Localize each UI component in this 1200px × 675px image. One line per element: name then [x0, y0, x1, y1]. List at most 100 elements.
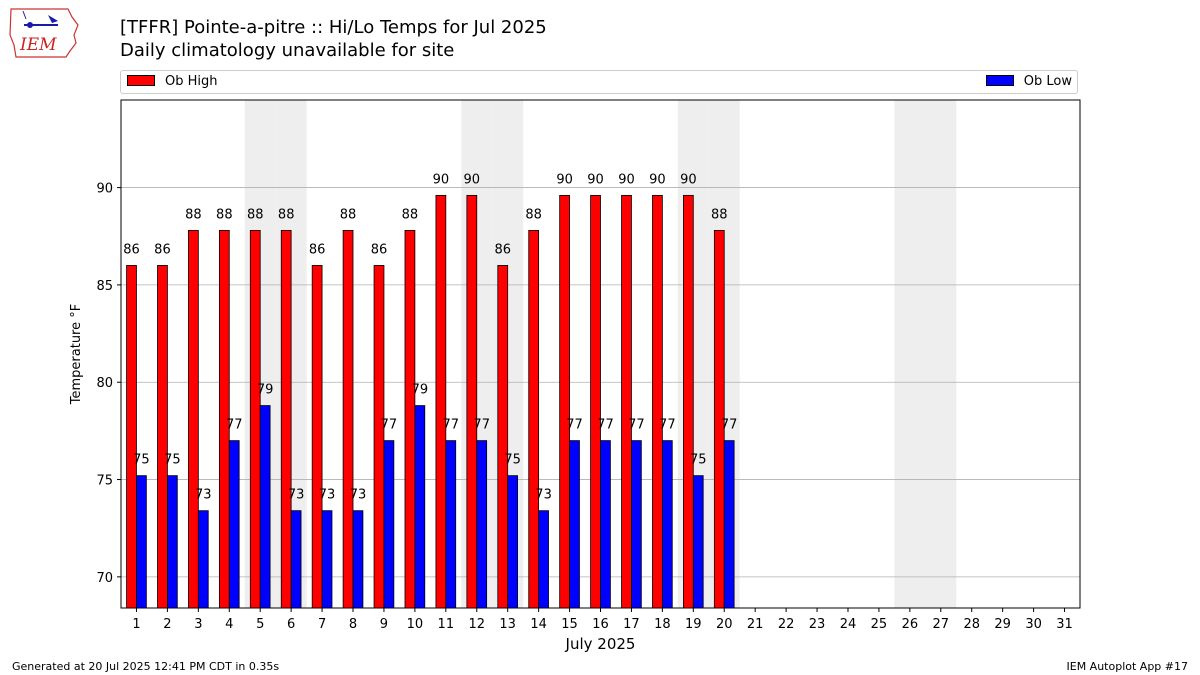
x-tick-label: 16: [592, 617, 609, 632]
x-tick-label: 4: [225, 617, 233, 632]
x-tick-label: 9: [380, 617, 388, 632]
x-tick-label: 7: [318, 617, 326, 632]
data-label-high: 90: [587, 172, 604, 187]
x-tick-label: 23: [809, 617, 826, 632]
data-label-low: 77: [659, 418, 676, 433]
bar-high: [435, 194, 447, 609]
data-label-high: 88: [340, 207, 357, 222]
x-tick-label: 31: [1056, 617, 1073, 632]
iem-logo: IEM: [9, 8, 79, 58]
data-label-high: 90: [433, 172, 450, 187]
y-tick-label: 90: [96, 182, 113, 197]
y-tick-label: 85: [96, 279, 113, 294]
data-label-low: 77: [566, 418, 583, 433]
x-tick-label: 22: [778, 617, 795, 632]
bar-low: [197, 510, 209, 609]
legend-label-low: Ob Low: [1023, 74, 1072, 89]
bar-low: [476, 440, 488, 609]
bar-high: [404, 230, 416, 609]
y-tick-label: 75: [96, 474, 113, 489]
bar-high: [249, 230, 261, 609]
bar-high: [590, 194, 601, 609]
data-label-low: 77: [628, 418, 645, 433]
data-label-high: 88: [525, 207, 542, 222]
data-label-high: 88: [278, 207, 295, 222]
legend-swatch-low: [985, 75, 1014, 86]
bar-low: [167, 475, 178, 609]
x-tick-label: 17: [623, 617, 640, 632]
x-tick-label: 15: [561, 617, 578, 632]
x-tick-label: 26: [902, 617, 919, 632]
data-label-high: 86: [123, 242, 140, 257]
data-label-low: 75: [504, 453, 521, 468]
bar-low: [414, 405, 426, 609]
bar-high: [497, 265, 509, 609]
data-label-low: 79: [412, 383, 429, 398]
bar-high: [280, 230, 292, 609]
footer-generated: Generated at 20 Jul 2025 12:41 PM CDT in…: [12, 660, 280, 673]
x-tick-label: 24: [840, 617, 857, 632]
legend-label-high: Ob High: [165, 74, 218, 89]
data-label-low: 73: [288, 488, 305, 503]
x-tick-label: 19: [685, 617, 702, 632]
bar-high: [311, 265, 323, 609]
bar-high: [466, 194, 478, 609]
data-label-low: 73: [319, 488, 336, 503]
data-label-high: 90: [618, 172, 635, 187]
x-tick-label: 1: [132, 617, 140, 632]
bar-low: [445, 440, 457, 609]
data-label-high: 90: [649, 172, 666, 187]
bar-low: [352, 510, 364, 609]
data-label-high: 90: [464, 172, 481, 187]
bar-low: [538, 510, 549, 609]
bar-low: [661, 440, 673, 609]
x-tick-label: 11: [438, 617, 455, 632]
data-label-low: 75: [164, 453, 181, 468]
data-label-low: 73: [195, 488, 212, 503]
y-axis-label: Temperature °F: [69, 304, 84, 405]
x-tick-label: 25: [871, 617, 888, 632]
data-label-low: 73: [535, 488, 552, 503]
bar-low: [383, 440, 395, 609]
chart-title: [TFFR] Pointe-a-pitre :: Hi/Lo Temps for…: [120, 17, 547, 38]
x-tick-label: 12: [468, 617, 485, 632]
bar-low: [259, 405, 271, 609]
logo-text: IEM: [19, 35, 57, 55]
x-tick-label: 3: [194, 617, 202, 632]
bar-low: [569, 440, 580, 609]
data-label-high: 90: [556, 172, 573, 187]
weekend-band: [925, 100, 957, 608]
x-tick-label: 20: [716, 617, 733, 632]
x-tick-label: 10: [407, 617, 424, 632]
bar-low: [321, 510, 333, 609]
x-tick-label: 13: [499, 617, 516, 632]
iowa-outline-icon: [9, 8, 79, 58]
bar-low: [600, 440, 611, 609]
bar-high: [528, 230, 540, 609]
bar-high: [373, 265, 385, 609]
data-label-high: 88: [402, 207, 419, 222]
y-tick-label: 80: [96, 376, 113, 391]
data-label-low: 77: [381, 418, 398, 433]
data-label-low: 77: [597, 418, 614, 433]
data-label-low: 77: [226, 418, 243, 433]
bar-high: [157, 265, 168, 609]
bar-low: [692, 475, 704, 609]
data-label-low: 77: [721, 418, 738, 433]
data-label-low: 73: [350, 488, 367, 503]
data-label-high: 86: [371, 242, 388, 257]
chart-legend: Ob High Ob Low: [120, 70, 1078, 94]
x-axis-label: July 2025: [565, 635, 636, 653]
data-label-high: 88: [185, 207, 202, 222]
x-tick-label: 28: [963, 617, 980, 632]
data-label-low: 77: [473, 418, 490, 433]
bar-low: [290, 510, 302, 609]
bar-high: [683, 194, 694, 609]
bar-high: [559, 194, 570, 609]
x-tick-label: 30: [1025, 617, 1042, 632]
x-tick-label: 6: [287, 617, 295, 632]
footer-app: IEM Autoplot App #17: [1066, 660, 1189, 673]
data-label-high: 86: [494, 242, 511, 257]
bar-high: [652, 194, 663, 609]
